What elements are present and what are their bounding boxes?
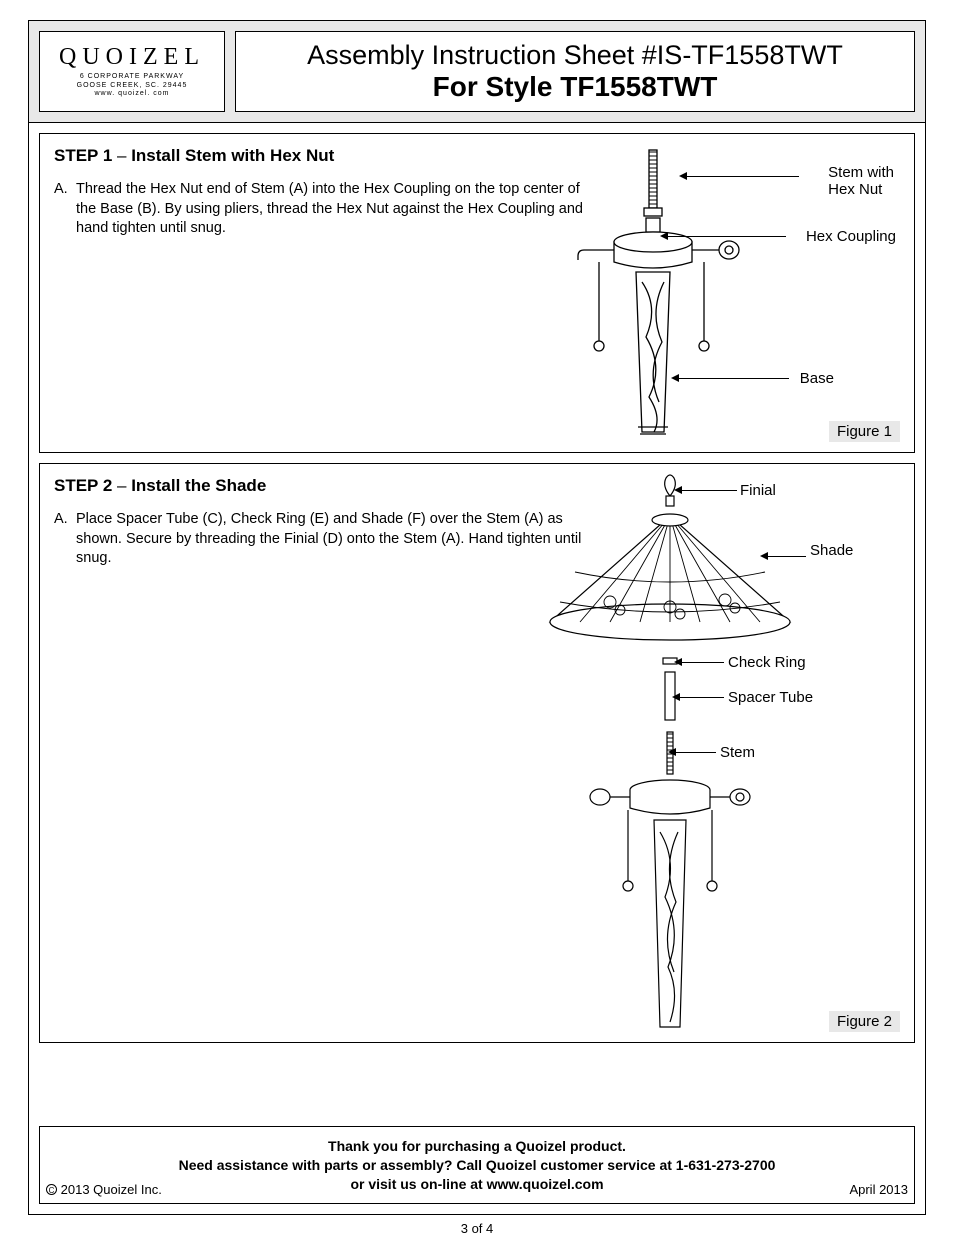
callout-shade: Shade <box>810 542 853 559</box>
footer-line: or visit us on-line at www.quoizel.com <box>40 1175 914 1194</box>
title-box: Assembly Instruction Sheet #IS-TF1558TWT… <box>235 31 915 112</box>
doc-title-line1: Assembly Instruction Sheet #IS-TF1558TWT <box>236 40 914 71</box>
arrowhead-icon <box>672 693 680 701</box>
arrowhead-icon <box>674 658 682 666</box>
callout-spacer-tube: Spacer Tube <box>728 689 813 706</box>
item-label: A. <box>54 180 76 200</box>
step-num: STEP 1 <box>54 146 112 165</box>
footer-line: Need assistance with parts or assembly? … <box>40 1156 914 1175</box>
step-name: Install the Shade <box>131 476 266 495</box>
arrowhead-icon <box>760 552 768 560</box>
addr-line: www. quoizel. com <box>77 90 188 98</box>
lamp-base-svg <box>564 142 824 442</box>
doc-title-line2: For Style TF1558TWT <box>236 71 914 103</box>
figure1-diagram <box>564 142 824 442</box>
leader-line <box>680 697 724 698</box>
addr-line: 6 CORPORATE PARKWAY <box>77 73 188 81</box>
step2-body: A. Place Spacer Tube (C), Check Ring (E)… <box>54 510 594 569</box>
addr-line: GOOSE CREEK, SC. 29445 <box>77 82 188 90</box>
callout-hex-coupling: Hex Coupling <box>806 228 896 245</box>
step1-body: A. Thread the Hex Nut end of Stem (A) in… <box>54 180 594 239</box>
leader-line <box>682 662 724 663</box>
leader-line <box>676 752 716 753</box>
leader-line <box>687 176 799 177</box>
page-number: 3 of 4 <box>29 1221 925 1236</box>
callout-check-ring: Check Ring <box>728 654 806 671</box>
logo-box: QUOIZEL 6 CORPORATE PARKWAY GOOSE CREEK,… <box>39 31 225 112</box>
figure1-label: Figure 1 <box>829 421 900 442</box>
leader-line <box>668 236 786 237</box>
step2-box: STEP 2 – Install the Shade A. Place Spac… <box>39 463 915 1043</box>
leader-line <box>768 556 806 557</box>
arrowhead-icon <box>679 172 687 180</box>
arrowhead-icon <box>674 486 682 494</box>
callout-base: Base <box>800 370 834 387</box>
arrowhead-icon <box>660 232 668 240</box>
leader-line <box>679 378 789 379</box>
brand-name: QUOIZEL <box>59 44 205 71</box>
header: QUOIZEL 6 CORPORATE PARKWAY GOOSE CREEK,… <box>29 21 925 123</box>
copyright-icon: C <box>46 1184 57 1195</box>
item-text: Place Spacer Tube (C), Check Ring (E) an… <box>76 510 594 569</box>
page-frame: QUOIZEL 6 CORPORATE PARKWAY GOOSE CREEK,… <box>28 20 926 1215</box>
step1-box: STEP 1 – Install Stem with Hex Nut A. Th… <box>39 133 915 453</box>
callout-finial: Finial <box>740 482 776 499</box>
footer-line: Thank you for purchasing a Quoizel produ… <box>40 1137 914 1156</box>
figure2-label: Figure 2 <box>829 1011 900 1032</box>
footer-box: Thank you for purchasing a Quoizel produ… <box>39 1126 915 1204</box>
callout-stem-hex: Stem with Hex Nut <box>828 164 894 198</box>
item-label: A. <box>54 510 76 530</box>
arrowhead-icon <box>668 748 676 756</box>
dash: – <box>112 476 131 495</box>
doc-date: April 2013 <box>849 1181 908 1199</box>
step-num: STEP 2 <box>54 476 112 495</box>
arrowhead-icon <box>671 374 679 382</box>
year: 2013 <box>61 1182 90 1197</box>
brand-address: 6 CORPORATE PARKWAY GOOSE CREEK, SC. 294… <box>77 73 188 98</box>
step-name: Install Stem with Hex Nut <box>131 146 334 165</box>
copyright: C 2013 Quoizel Inc. <box>46 1181 162 1199</box>
company: Quoizel Inc. <box>90 1182 162 1197</box>
item-text: Thread the Hex Nut end of Stem (A) into … <box>76 180 594 239</box>
callout-stem: Stem <box>720 744 755 761</box>
dash: – <box>112 146 131 165</box>
leader-line <box>682 490 737 491</box>
